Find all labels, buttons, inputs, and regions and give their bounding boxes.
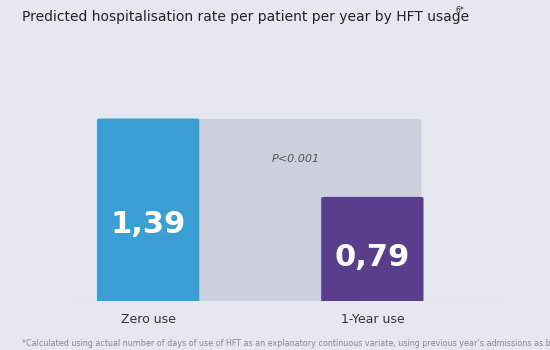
- Text: 0,79: 0,79: [334, 243, 410, 272]
- Text: Zero use: Zero use: [120, 313, 175, 326]
- Text: Predicted hospitalisation rate per patient per year by HFT usage: Predicted hospitalisation rate per patie…: [22, 10, 469, 25]
- FancyBboxPatch shape: [97, 119, 199, 302]
- Text: 1-Year use: 1-Year use: [340, 313, 404, 326]
- Text: P<0.001: P<0.001: [272, 154, 320, 164]
- FancyBboxPatch shape: [99, 119, 421, 302]
- Text: 1,39: 1,39: [111, 210, 186, 239]
- FancyBboxPatch shape: [321, 197, 424, 302]
- Text: 6*: 6*: [455, 6, 464, 15]
- Text: *Calculated using actual number of days of use of HFT as an explanatory continuo: *Calculated using actual number of days …: [22, 339, 550, 348]
